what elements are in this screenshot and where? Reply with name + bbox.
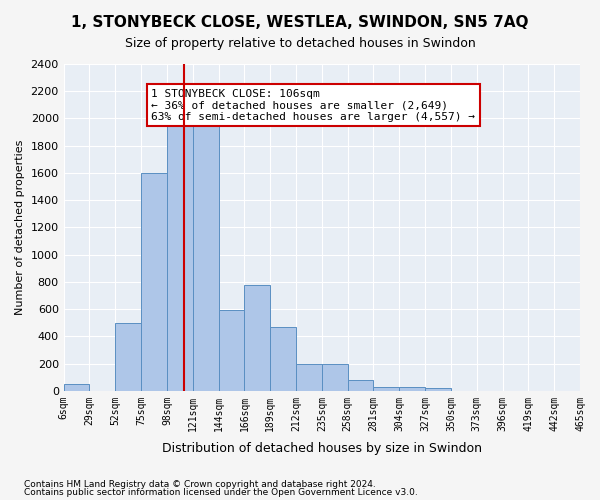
Bar bbox=[399, 388, 425, 391]
Bar bbox=[64, 384, 89, 391]
Bar bbox=[141, 173, 167, 391]
Bar bbox=[296, 364, 322, 391]
Text: Contains public sector information licensed under the Open Government Licence v3: Contains public sector information licen… bbox=[24, 488, 418, 497]
Text: Size of property relative to detached houses in Swindon: Size of property relative to detached ho… bbox=[125, 38, 475, 51]
Bar bbox=[270, 327, 296, 391]
Y-axis label: Number of detached properties: Number of detached properties bbox=[15, 140, 25, 315]
Bar bbox=[218, 310, 244, 391]
Bar bbox=[193, 126, 218, 391]
Bar bbox=[347, 380, 373, 391]
Bar bbox=[373, 388, 399, 391]
Text: 1 STONYBECK CLOSE: 106sqm
← 36% of detached houses are smaller (2,649)
63% of se: 1 STONYBECK CLOSE: 106sqm ← 36% of detac… bbox=[151, 88, 475, 122]
Bar bbox=[244, 284, 270, 391]
Bar bbox=[167, 126, 193, 391]
Bar bbox=[322, 364, 347, 391]
Bar bbox=[425, 388, 451, 391]
Text: 1, STONYBECK CLOSE, WESTLEA, SWINDON, SN5 7AQ: 1, STONYBECK CLOSE, WESTLEA, SWINDON, SN… bbox=[71, 15, 529, 30]
X-axis label: Distribution of detached houses by size in Swindon: Distribution of detached houses by size … bbox=[162, 442, 482, 455]
Text: Contains HM Land Registry data © Crown copyright and database right 2024.: Contains HM Land Registry data © Crown c… bbox=[24, 480, 376, 489]
Bar bbox=[115, 322, 141, 391]
